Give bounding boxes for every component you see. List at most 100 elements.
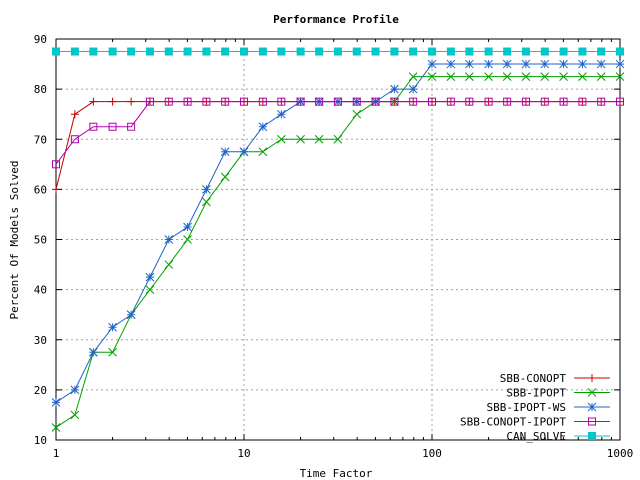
- data-point: [70, 47, 79, 56]
- data-point: [390, 97, 399, 106]
- data-point: [52, 185, 60, 194]
- data-point: [221, 97, 230, 106]
- data-point: [578, 59, 587, 69]
- data-point: [70, 385, 80, 395]
- data-point: [484, 72, 493, 81]
- data-point: [521, 72, 531, 81]
- data-point: [597, 97, 606, 106]
- data-point: [578, 47, 587, 56]
- data-point: [559, 47, 568, 56]
- data-point: [145, 272, 155, 282]
- data-point: [408, 84, 418, 94]
- data-point: [183, 47, 192, 56]
- legend-label: SBB-IPOPT: [506, 387, 566, 400]
- data-point: [108, 322, 117, 332]
- data-point: [464, 72, 474, 81]
- data-point: [70, 410, 80, 420]
- data-point: [52, 160, 60, 169]
- data-point: [540, 72, 550, 81]
- data-point: [428, 97, 436, 106]
- data-point: [352, 47, 361, 56]
- data-point: [427, 72, 437, 81]
- data-point: [108, 122, 117, 131]
- x-axis-label: Time Factor: [300, 467, 373, 480]
- x-tick-label: 1000: [607, 447, 634, 460]
- data-point: [89, 122, 98, 131]
- data-point: [503, 47, 512, 56]
- data-point: [409, 97, 418, 106]
- data-point: [258, 97, 267, 106]
- data-point: [220, 147, 230, 157]
- legend-marker: [588, 417, 596, 426]
- data-point: [540, 59, 550, 69]
- data-point: [258, 122, 268, 132]
- data-point: [578, 72, 587, 81]
- data-point: [108, 97, 117, 106]
- data-point: [596, 72, 606, 81]
- data-point: [239, 147, 249, 157]
- data-point: [615, 59, 625, 69]
- chart-title: Performance Profile: [273, 13, 399, 26]
- x-tick-label: 100: [422, 447, 442, 460]
- data-point: [333, 97, 342, 106]
- data-point: [502, 59, 512, 69]
- data-point: [51, 398, 61, 407]
- data-point: [428, 47, 436, 56]
- legend-marker: [587, 402, 597, 412]
- data-point: [202, 185, 211, 194]
- data-point: [51, 423, 61, 432]
- data-point: [597, 47, 606, 56]
- data-point: [164, 235, 174, 244]
- data-point: [540, 97, 549, 106]
- data-point: [371, 47, 380, 56]
- data-point: [314, 134, 324, 144]
- series-line: [55, 101, 620, 165]
- y-tick-label: 10: [34, 434, 47, 447]
- data-point: [127, 122, 136, 131]
- data-point: [502, 72, 512, 81]
- y-tick-label: 60: [34, 183, 47, 196]
- data-point: [521, 47, 530, 56]
- data-point: [465, 47, 474, 56]
- data-point: [202, 197, 211, 207]
- data-point: [616, 47, 624, 56]
- series-can-solve: [52, 47, 624, 56]
- data-point: [540, 47, 549, 56]
- data-point: [559, 72, 568, 81]
- data-point: [296, 47, 305, 56]
- data-point: [333, 134, 343, 144]
- data-point: [183, 222, 192, 232]
- data-point: [446, 47, 455, 56]
- legend-label: SBB-CONOPT-IPOPT: [460, 416, 566, 429]
- x-tick-label: 10: [237, 447, 250, 460]
- data-point: [390, 47, 399, 56]
- data-point: [221, 47, 230, 56]
- data-point: [464, 59, 474, 69]
- data-point: [202, 97, 211, 106]
- data-series: [51, 47, 625, 432]
- data-point: [616, 97, 624, 106]
- data-point: [521, 97, 530, 106]
- data-point: [427, 59, 437, 69]
- data-point: [89, 97, 98, 106]
- data-point: [408, 72, 418, 81]
- data-point: [202, 47, 211, 56]
- y-tick-label: 50: [34, 234, 47, 247]
- y-axis-label: Percent Of Models Solved: [8, 161, 21, 320]
- data-point: [89, 47, 98, 56]
- data-point: [596, 59, 606, 69]
- data-point: [352, 109, 362, 119]
- data-point: [276, 134, 286, 144]
- axes: 10 20 30 40 50 60 70 80 90 1 10 100 1000: [34, 33, 634, 460]
- x-tick-label: 1: [53, 447, 60, 460]
- legend-label: CAN_SOLVE: [506, 430, 566, 443]
- y-tick-label: 20: [34, 384, 47, 397]
- data-point: [240, 97, 248, 106]
- legend-marker: [588, 374, 596, 382]
- data-point: [484, 59, 493, 69]
- y-tick-label: 30: [34, 334, 47, 347]
- data-point: [578, 97, 587, 106]
- grid-lines: [56, 39, 620, 440]
